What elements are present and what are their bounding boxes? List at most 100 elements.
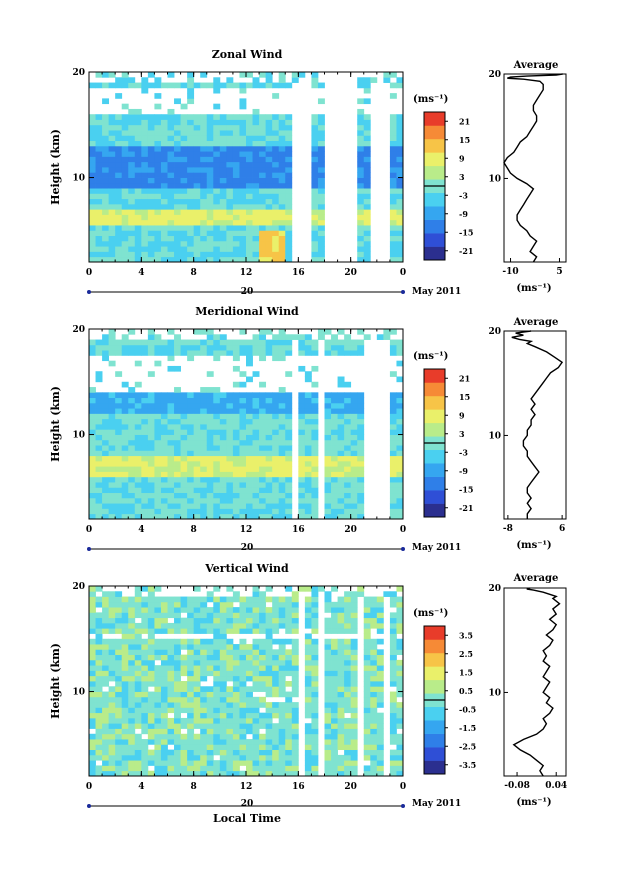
colorbar-swatch <box>424 679 445 694</box>
colorbar-tick-label: 2.5 <box>459 649 473 659</box>
colorbar-tick-label: 9 <box>459 153 465 163</box>
colorbar-tick-label: -9 <box>459 466 468 476</box>
panel-3: 0 4 8 12 16 20 0 10 20 3.5 2.5 1.5 0.5 -0.5 -1.5 -2.5 -3… <box>72 582 567 808</box>
colorbar-swatch <box>424 720 445 734</box>
colorbar-swatch <box>424 382 445 397</box>
y-tick-label: 10 <box>72 688 85 698</box>
colorbar-swatch <box>424 206 445 220</box>
x-tick-label: 8 <box>191 782 197 792</box>
colorbar-swatch <box>424 706 445 721</box>
dynamic-chart-layer: 0 4 8 12 16 20 0 10 20 21 15 9 3 -3 -9 -15 -21 -10 5 10 20 0 4… <box>72 68 567 808</box>
figure-xlabel: Local Time <box>213 812 281 825</box>
day-bar-end-marker <box>401 290 405 294</box>
day-bar-start-marker <box>87 804 91 808</box>
y-tick-label: 10 <box>72 431 85 441</box>
average-x-tick-label: 0.04 <box>545 781 567 791</box>
average-x-tick-label: 5 <box>556 267 562 277</box>
average-profile-panel: -0.08 0.04 10 20 <box>488 584 567 791</box>
colorbar-tick-label: 15 <box>459 392 470 402</box>
colorbar-tick-label: -15 <box>459 227 473 237</box>
average-profile-panel: -10 5 10 20 <box>488 70 567 277</box>
panel-2-date-label: May 2011 <box>412 543 461 553</box>
panel-1-average-title: Average <box>513 60 559 71</box>
x-tick-label: 0 <box>400 525 406 535</box>
colorbar-tick-label: -3 <box>459 447 468 457</box>
panel-3-day-label: 20 <box>241 799 254 809</box>
x-tick-label: 20 <box>344 525 357 535</box>
colorbar-swatch <box>424 760 445 775</box>
colorbar-tick-label: -0.5 <box>459 704 476 714</box>
colorbar-tick-label: -21 <box>459 503 473 513</box>
panel-1-average-xlabel: (ms⁻¹) <box>516 283 551 294</box>
colorbar-swatch <box>424 490 445 504</box>
y-tick-label: 20 <box>72 325 85 335</box>
colorbar-swatch <box>424 626 445 640</box>
colorbar-swatch <box>424 747 445 761</box>
x-tick-label: 4 <box>138 268 144 278</box>
panel-3-date-label: May 2011 <box>412 799 461 809</box>
colorbar-swatch <box>424 422 445 437</box>
colorbar-tick-label: 21 <box>459 373 470 383</box>
colorbar-tick-label: -15 <box>459 484 473 494</box>
average-x-tick-label: -0.08 <box>504 781 530 791</box>
panel-2-average-title: Average <box>513 317 559 328</box>
colorbar-swatch <box>424 192 445 207</box>
average-y-tick-label: 20 <box>488 70 501 80</box>
panel-3-average-title: Average <box>513 573 559 584</box>
x-tick-label: 0 <box>86 782 92 792</box>
colorbar-tick-label: 9 <box>459 410 465 420</box>
panel-3-colorbar-unit: (ms⁻¹) <box>413 608 448 619</box>
average-x-tick-label: -10 <box>502 267 518 277</box>
x-tick-label: 20 <box>344 782 357 792</box>
average-profile-panel: -8 6 10 20 <box>488 327 567 534</box>
panel-3-average-xlabel: (ms⁻¹) <box>516 797 551 808</box>
colorbar-swatch <box>424 409 445 424</box>
colorbar-swatch <box>424 395 445 410</box>
colorbar-tick-label: -1.5 <box>459 723 476 733</box>
colorbar-tick-label: 0.5 <box>459 686 473 696</box>
colorbar-swatch <box>424 125 445 140</box>
x-tick-label: 4 <box>138 782 144 792</box>
average-x-tick-label: -8 <box>503 524 513 534</box>
colorbar-swatch <box>424 463 445 477</box>
colorbar-swatch <box>424 639 445 654</box>
colorbar-tick-label: 3 <box>459 429 465 439</box>
colorbar-tick-label: -21 <box>459 246 473 256</box>
colorbar-tick-label: -3.5 <box>459 760 476 770</box>
y-tick-label: 10 <box>72 174 85 184</box>
x-tick-label: 20 <box>344 268 357 278</box>
panel-2-colorbar-unit: (ms⁻¹) <box>413 351 448 362</box>
heatmap <box>89 329 404 520</box>
x-tick-label: 16 <box>292 782 305 792</box>
average-y-tick-label: 10 <box>488 431 501 441</box>
colorbar: 21 15 9 3 -3 -9 -15 -21 <box>423 111 473 261</box>
average-frame <box>503 73 567 263</box>
panel-3-title: Vertical Wind <box>204 562 289 575</box>
colorbar-swatch <box>424 246 445 261</box>
average-profile-line <box>511 330 564 519</box>
x-tick-label: 8 <box>191 268 197 278</box>
day-bar-end-marker <box>401 804 405 808</box>
panel-2-day-label: 20 <box>241 543 254 553</box>
x-tick-label: 4 <box>138 525 144 535</box>
colorbar-swatch <box>424 449 445 464</box>
day-bar-start-marker <box>87 547 91 551</box>
panel-1-colorbar-unit: (ms⁻¹) <box>413 94 448 105</box>
x-tick-label: 12 <box>240 782 253 792</box>
x-tick-label: 8 <box>191 525 197 535</box>
colorbar-swatch <box>424 666 445 681</box>
heatmap <box>89 72 404 263</box>
colorbar-swatch <box>424 138 445 153</box>
average-y-tick-label: 10 <box>488 688 501 698</box>
panel-2-title: Meridional Wind <box>195 305 299 318</box>
colorbar-tick-label: -2.5 <box>459 741 476 751</box>
colorbar: 3.5 2.5 1.5 0.5 -0.5 -1.5 -2.5 -3.5 <box>423 625 476 775</box>
colorbar-tick-label: 3.5 <box>459 630 473 640</box>
panel-1: 0 4 8 12 16 20 0 10 20 21 15 9 3 -3 -9 -15 -21 -10 5 10 20 <box>72 68 567 294</box>
colorbar-swatch <box>424 165 445 180</box>
average-y-tick-label: 20 <box>488 584 501 594</box>
colorbar-tick-label: 3 <box>459 172 465 182</box>
x-tick-label: 12 <box>240 525 253 535</box>
panel-2-average-xlabel: (ms⁻¹) <box>516 540 551 551</box>
